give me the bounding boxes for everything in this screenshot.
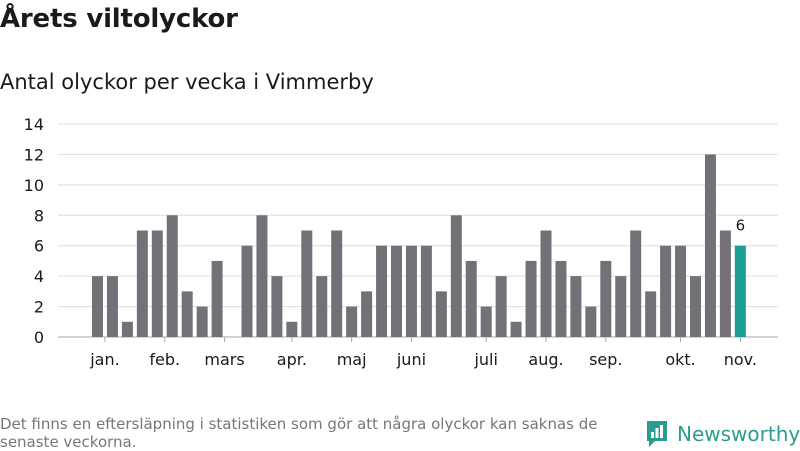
bar [166, 215, 178, 337]
bar [376, 245, 388, 337]
bar [585, 306, 597, 337]
bar [92, 276, 103, 337]
bar [391, 245, 402, 337]
bar [480, 306, 492, 337]
x-tick-label: nov. [724, 350, 757, 369]
x-tick-label: apr. [277, 350, 307, 369]
bar [136, 230, 148, 337]
bar [704, 154, 716, 337]
bar [121, 321, 133, 337]
bar [540, 230, 552, 337]
bar [555, 260, 567, 337]
bar [331, 230, 343, 337]
x-tick-label: aug. [528, 350, 563, 369]
bar [256, 215, 268, 337]
x-tick-label: mars [204, 350, 244, 369]
bar [405, 245, 417, 337]
bar [361, 291, 373, 337]
brand-logo: Newsworthy [645, 419, 800, 449]
bar [570, 276, 582, 337]
bar-highlighted [734, 245, 746, 337]
y-tick-label: 14 [24, 115, 44, 134]
y-tick-label: 4 [34, 267, 44, 286]
x-tick-label: sep. [589, 350, 622, 369]
data-labels: 6 [736, 217, 746, 235]
bar [420, 245, 432, 337]
bar [615, 276, 627, 337]
x-tick-label: juli [473, 350, 497, 369]
bar [495, 276, 507, 337]
chart-title: Årets viltolyckor [0, 4, 238, 34]
x-tick-label: okt. [665, 350, 695, 369]
x-tick-label: jan. [89, 350, 119, 369]
bar [600, 260, 612, 337]
footnote: Det finns en eftersläpning i statistiken… [0, 415, 598, 451]
data-label: 6 [736, 217, 746, 235]
bar [181, 291, 193, 337]
bar [660, 245, 672, 337]
bar [465, 260, 477, 337]
y-tick-label: 2 [34, 298, 44, 317]
bar-chart: 0 2 4 6 8 10 12 14 6 jan. feb. mars apr. maj juni jul… [24, 115, 778, 369]
bar [106, 276, 118, 337]
bar [450, 215, 462, 337]
bar [286, 321, 298, 337]
x-axis-ticks: jan. feb. mars apr. maj juni juli aug. sep. okt. n… [89, 337, 757, 369]
bar [645, 291, 657, 337]
x-tick-label: maj [337, 350, 367, 369]
y-axis-ticks: 0 2 4 6 8 10 12 14 [24, 115, 44, 347]
bar [435, 291, 447, 337]
bar [346, 306, 358, 337]
bar [271, 276, 283, 337]
bar [719, 230, 731, 337]
brand-name: Newsworthy [677, 422, 800, 446]
x-tick-label: juni [396, 350, 426, 369]
bar [675, 245, 687, 337]
y-tick-label: 12 [24, 145, 44, 164]
bar [241, 245, 253, 337]
bar [301, 230, 313, 337]
bar [690, 276, 701, 337]
bar-chart-speech-bubble-icon [647, 421, 667, 447]
y-tick-label: 8 [34, 206, 44, 225]
gridlines [58, 123, 778, 338]
y-tick-label: 10 [24, 176, 44, 195]
bar [630, 230, 642, 337]
bar [196, 306, 208, 337]
bar [211, 260, 223, 337]
bar [510, 321, 522, 337]
bar [316, 276, 328, 337]
bars [92, 154, 746, 337]
bar [525, 260, 537, 337]
x-tick-label: feb. [149, 350, 180, 369]
chart-subtitle: Antal olyckor per vecka i Vimmerby [0, 70, 374, 94]
y-tick-label: 0 [34, 328, 44, 347]
bar [151, 230, 163, 337]
y-tick-label: 6 [34, 237, 44, 256]
